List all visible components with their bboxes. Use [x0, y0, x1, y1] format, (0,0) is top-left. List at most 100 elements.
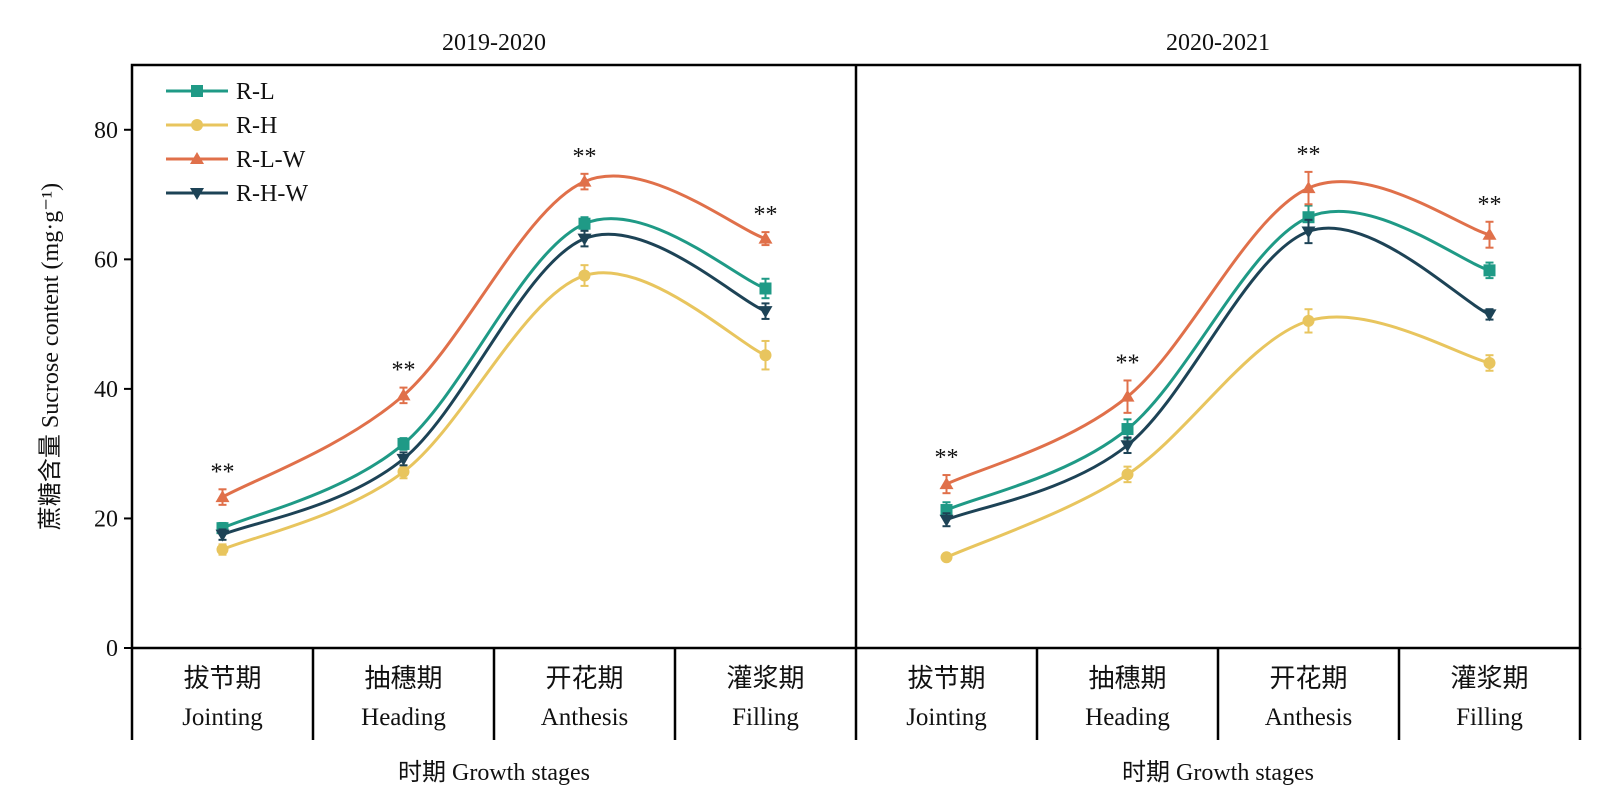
- category-band: 拔节期 Jointing 抽穗期 Heading 开花期 Anthesis 灌浆期 Filli…: [130, 648, 1582, 786]
- series-line: [945, 315, 1490, 559]
- significance-label: **: [1116, 350, 1140, 376]
- category-label-zh: 开花期: [545, 664, 623, 693]
- data-point: [1301, 226, 1316, 239]
- series-R-H: [940, 308, 1496, 564]
- category-label-en: Filling: [732, 704, 799, 731]
- data-point: [759, 349, 772, 362]
- data-point: [578, 269, 591, 282]
- series-line: [945, 226, 1491, 522]
- series-line: [221, 217, 767, 530]
- legend-item: R-H: [166, 113, 277, 139]
- data-point: [1482, 227, 1497, 240]
- series-R-H-W: [215, 229, 773, 542]
- y-axis: 0 20 40 60 80 蔗糖含量 Sucrose content (mg·g⁻¹): [37, 118, 132, 662]
- data-point: [1121, 423, 1134, 436]
- panel-2: 2020-2021 ** ** ** **: [935, 30, 1502, 564]
- legend-item: R-L: [166, 79, 275, 105]
- data-point: [215, 529, 230, 542]
- series-R-L-W: [939, 170, 1497, 495]
- series-R-H: [216, 264, 772, 556]
- legend-marker: [191, 85, 203, 97]
- data-point: [397, 465, 410, 478]
- data-point: [1120, 389, 1135, 402]
- data-point: [1483, 264, 1496, 277]
- series-line: [945, 209, 1490, 512]
- series-line: [945, 180, 1490, 486]
- significance-label: **: [1297, 142, 1321, 168]
- plot-frame: [130, 63, 1582, 650]
- data-point: [1301, 181, 1316, 194]
- series-line: [221, 232, 767, 537]
- panel-title: 2020-2021: [1166, 30, 1270, 56]
- category-label-zh: 灌浆期: [726, 664, 804, 693]
- data-point: [1120, 440, 1135, 453]
- category-label-en: Filling: [1456, 704, 1523, 731]
- category-label-zh: 灌浆期: [1450, 664, 1528, 693]
- series-line: [221, 271, 767, 551]
- data-point: [759, 282, 772, 295]
- legend-item: R-H-W: [166, 181, 308, 207]
- category-label-en: Jointing: [182, 704, 263, 731]
- significance-label: **: [754, 202, 778, 228]
- data-point: [939, 477, 954, 490]
- data-point: [758, 231, 773, 244]
- legend-marker: [190, 152, 204, 164]
- significance-label: **: [211, 459, 235, 485]
- data-point: [215, 490, 230, 503]
- data-point: [758, 306, 773, 319]
- y-tick-label: 60: [94, 247, 118, 273]
- panel-title: 2019-2020: [442, 30, 546, 56]
- legend-marker: [190, 188, 204, 200]
- y-tick-label: 20: [94, 506, 118, 532]
- series-R-L: [940, 204, 1496, 519]
- data-point: [1483, 356, 1496, 369]
- data-point: [1302, 314, 1315, 327]
- data-point: [940, 551, 953, 564]
- data-point: [396, 388, 411, 401]
- data-point: [578, 217, 591, 230]
- category-label-en: Jointing: [906, 704, 987, 731]
- legend-label: R-L-W: [236, 147, 306, 173]
- x-axis-label: 时期 Growth stages: [398, 759, 590, 786]
- data-point: [216, 543, 229, 556]
- series-R-L-W: [215, 172, 773, 506]
- series-R-L: [216, 216, 772, 535]
- category-label-zh: 拔节期: [907, 664, 985, 693]
- legend-label: R-H-W: [236, 181, 308, 207]
- data-point: [577, 233, 592, 246]
- data-point: [397, 437, 410, 450]
- legend-label: R-H: [236, 113, 277, 139]
- data-point: [1121, 468, 1134, 481]
- category-label-zh: 抽穗期: [1088, 664, 1166, 693]
- panel-1: 2019-2020 ** ** ** **: [211, 30, 778, 556]
- legend: R-L R-H R-L-W R-H-W: [166, 79, 308, 207]
- data-point: [940, 504, 953, 517]
- category-label-en: Anthesis: [1265, 704, 1353, 731]
- category-label-zh: 拔节期: [183, 664, 261, 693]
- data-point: [396, 453, 411, 466]
- data-point: [1482, 309, 1497, 322]
- y-tick-label: 0: [106, 636, 118, 662]
- significance-label: **: [1478, 192, 1502, 218]
- legend-item: R-L-W: [166, 147, 306, 173]
- series-line: [221, 174, 766, 499]
- significance-label: **: [935, 445, 959, 471]
- series-R-H-W: [939, 218, 1497, 528]
- legend-marker: [191, 119, 203, 131]
- data-point: [577, 174, 592, 187]
- legend-label: R-L: [236, 79, 275, 105]
- category-label-en: Heading: [1085, 704, 1170, 731]
- significance-label: **: [573, 144, 597, 170]
- y-axis-label: 蔗糖含量 Sucrose content (mg·g⁻¹): [37, 183, 64, 530]
- x-axis-label: 时期 Growth stages: [1122, 759, 1314, 786]
- panels: 2019-2020 ** ** ** ** 2020-2021 ** ** ** **: [211, 30, 1502, 564]
- category-label-zh: 抽穗期: [364, 664, 442, 693]
- data-point: [939, 514, 954, 527]
- category-label-zh: 开花期: [1269, 664, 1347, 693]
- y-tick-label: 80: [94, 118, 118, 144]
- y-tick-label: 40: [94, 377, 118, 403]
- category-label-en: Heading: [361, 704, 446, 731]
- category-label-en: Anthesis: [541, 704, 629, 731]
- significance-label: **: [392, 358, 416, 384]
